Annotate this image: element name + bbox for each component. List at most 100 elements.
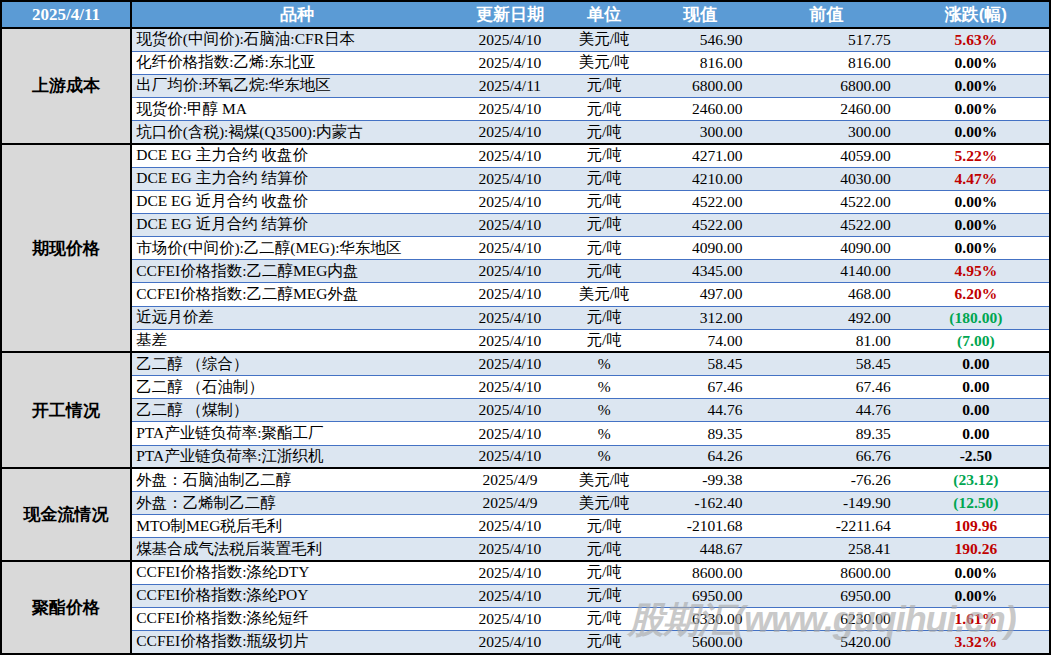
change-value-cell: -2.50 [903,445,1050,468]
update-date-cell: 2025/4/10 [462,376,558,399]
product-name-cell: 乙二醇 （煤制） [131,399,462,422]
table-row: 聚酯价格CCFEI价格指数:涤纶DTY2025/4/10元/吨8600.0086… [1,561,1050,584]
table-row: CCFEI价格指数:乙二醇MEG外盘2025/4/10美元/吨497.00468… [1,283,1050,306]
table-row: 近远月价差2025/4/10元/吨312.00492.00(180.00) [1,306,1050,329]
price-table: 2025/4/11 品种 更新日期 单位 现值 前值 涨跌(幅) 上游成本现货价… [0,0,1051,655]
update-date-cell: 2025/4/10 [462,630,558,654]
change-value-cell: 5.22% [903,144,1050,167]
current-value-cell: 58.45 [650,352,750,375]
previous-value-cell: 6950.00 [750,584,902,607]
category-label: 聚酯价格 [1,561,131,654]
product-name-cell: CCFEI价格指数:乙二醇MEG内盘 [131,260,462,283]
change-value-cell: 0.00% [903,213,1050,236]
unit-cell: % [558,422,650,445]
previous-value-cell: 2460.00 [750,98,902,121]
unit-cell: 元/吨 [558,121,650,144]
table-row: DCE EG 主力合约 结算价2025/4/10元/吨4210.004030.0… [1,167,1050,190]
change-value-cell: (12.50) [903,491,1050,514]
product-name-cell: CCFEI价格指数:涤纶POY [131,584,462,607]
category-label: 上游成本 [1,28,131,144]
current-value-cell: 448.67 [650,538,750,561]
current-value-cell: 6950.00 [650,584,750,607]
column-header-variety: 品种 [131,1,462,28]
update-date-cell: 2025/4/10 [462,144,558,167]
table-row: CCFEI价格指数:涤纶短纤2025/4/10元/吨6330.006230.00… [1,607,1050,630]
table-row: 煤基合成气法税后装置毛利2025/4/10元/吨448.67258.41190.… [1,538,1050,561]
table-body: 上游成本现货价(中间价):石脑油:CFR日本2025/4/10美元/吨546.9… [1,28,1050,654]
current-value-cell: 6800.00 [650,74,750,97]
product-name-cell: CCFEI价格指数:瓶级切片 [131,630,462,654]
previous-value-cell: 468.00 [750,283,902,306]
current-value-cell: 4090.00 [650,237,750,260]
product-name-cell: 乙二醇 （综合） [131,352,462,375]
update-date-cell: 2025/4/10 [462,329,558,352]
table-row: MTO制MEG税后毛利2025/4/10元/吨-2101.68-2211.641… [1,515,1050,538]
change-value-cell: 0.00% [903,121,1050,144]
previous-value-cell: 44.76 [750,399,902,422]
previous-value-cell: 4090.00 [750,237,902,260]
unit-cell: 元/吨 [558,630,650,654]
current-value-cell: 67.46 [650,376,750,399]
unit-cell: 美元/吨 [558,491,650,514]
unit-cell: 元/吨 [558,167,650,190]
table-row: 乙二醇 （煤制）2025/4/10%44.7644.760.00 [1,399,1050,422]
unit-cell: % [558,376,650,399]
update-date-cell: 2025/4/10 [462,260,558,283]
update-date-cell: 2025/4/10 [462,399,558,422]
current-value-cell: -2101.68 [650,515,750,538]
previous-value-cell: 8600.00 [750,561,902,584]
column-header-unit: 单位 [558,1,650,28]
update-date-cell: 2025/4/10 [462,422,558,445]
previous-value-cell: 517.75 [750,28,902,51]
unit-cell: 元/吨 [558,260,650,283]
update-date-cell: 2025/4/10 [462,190,558,213]
unit-cell: % [558,399,650,422]
table-row: 市场价(中间价):乙二醇(MEG):华东地区2025/4/10元/吨4090.0… [1,237,1050,260]
table-row: DCE EG 近月合约 收盘价2025/4/10元/吨4522.004522.0… [1,190,1050,213]
previous-value-cell: 6800.00 [750,74,902,97]
unit-cell: 元/吨 [558,74,650,97]
update-date-cell: 2025/4/10 [462,51,558,74]
change-value-cell: 109.96 [903,515,1050,538]
table-row: PTA产业链负荷率:聚酯工厂2025/4/10%89.3589.350.00 [1,422,1050,445]
previous-value-cell: 300.00 [750,121,902,144]
update-date-cell: 2025/4/10 [462,445,558,468]
table-row: CCFEI价格指数:瓶级切片2025/4/10元/吨5600.005420.00… [1,630,1050,654]
current-value-cell: 44.76 [650,399,750,422]
update-date-cell: 2025/4/10 [462,28,558,51]
current-value-cell: 5600.00 [650,630,750,654]
unit-cell: 元/吨 [558,538,650,561]
update-date-cell: 2025/4/10 [462,213,558,236]
unit-cell: 元/吨 [558,98,650,121]
category-label: 开工情况 [1,352,131,468]
update-date-cell: 2025/4/10 [462,352,558,375]
previous-value-cell: 81.00 [750,329,902,352]
current-value-cell: 4345.00 [650,260,750,283]
table-row: PTA产业链负荷率:江浙织机2025/4/10%64.2666.76-2.50 [1,445,1050,468]
previous-value-cell: -2211.64 [750,515,902,538]
previous-value-cell: 4522.00 [750,190,902,213]
current-value-cell: 546.90 [650,28,750,51]
product-name-cell: 坑口价(含税):褐煤(Q3500):内蒙古 [131,121,462,144]
unit-cell: 美元/吨 [558,468,650,491]
previous-value-cell: 816.00 [750,51,902,74]
update-date-cell: 2025/4/10 [462,561,558,584]
column-header-update-date: 更新日期 [462,1,558,28]
update-date-cell: 2025/4/10 [462,98,558,121]
change-value-cell: 1.61% [903,607,1050,630]
update-date-cell: 2025/4/10 [462,584,558,607]
column-header-change: 涨跌(幅) [903,1,1050,28]
unit-cell: 美元/吨 [558,51,650,74]
table-row: DCE EG 近月合约 结算价2025/4/10元/吨4522.004522.0… [1,213,1050,236]
update-date-cell: 2025/4/9 [462,491,558,514]
table-row: 上游成本现货价(中间价):石脑油:CFR日本2025/4/10美元/吨546.9… [1,28,1050,51]
column-header-current-value: 现值 [650,1,750,28]
table-row: 现货价:甲醇 MA2025/4/10元/吨2460.002460.000.00% [1,98,1050,121]
current-value-cell: 6330.00 [650,607,750,630]
update-date-cell: 2025/4/10 [462,607,558,630]
table-row: 期现价格DCE EG 主力合约 收盘价2025/4/10元/吨4271.0040… [1,144,1050,167]
update-date-cell: 2025/4/10 [462,538,558,561]
unit-cell: 元/吨 [558,561,650,584]
unit-cell: % [558,352,650,375]
current-value-cell: 4210.00 [650,167,750,190]
